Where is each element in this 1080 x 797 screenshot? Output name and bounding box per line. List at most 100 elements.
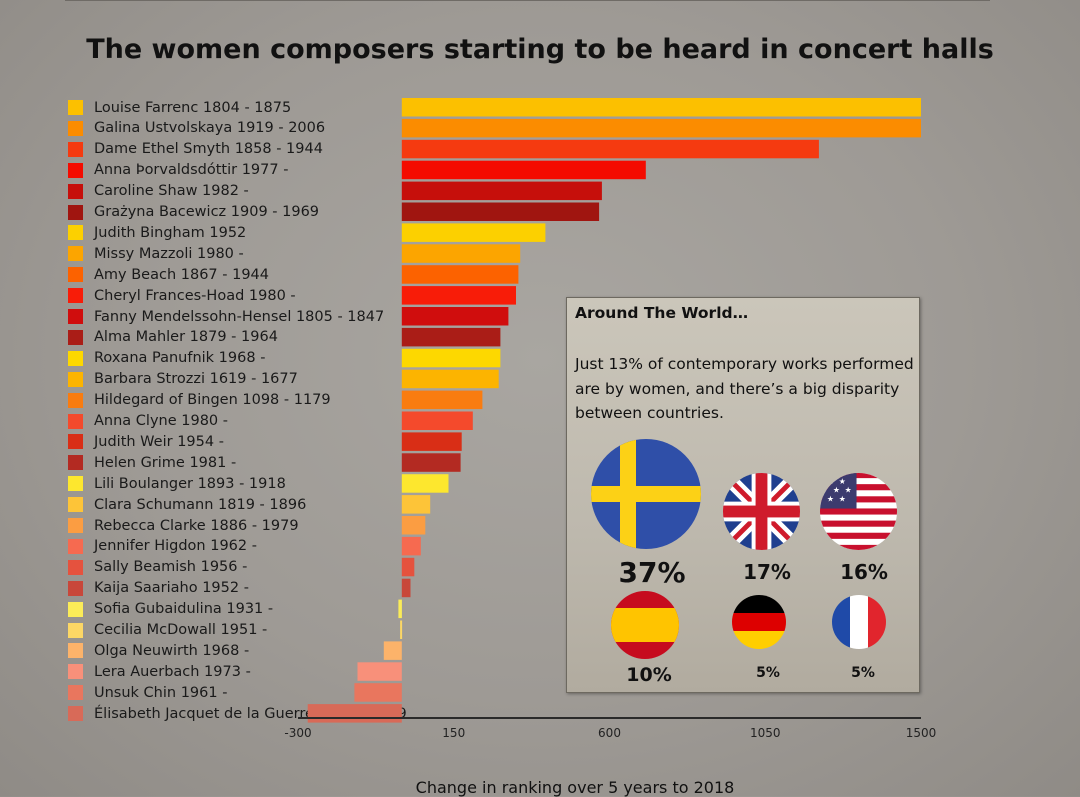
panel-title: Around The World… bbox=[575, 304, 749, 322]
legend-item: Jennifer Higdon 1962 - bbox=[68, 536, 257, 556]
legend-item: Lili Boulanger 1893 - 1918 bbox=[68, 474, 286, 494]
bar-0 bbox=[401, 98, 921, 117]
usa-value: 16% bbox=[840, 560, 888, 584]
legend-swatch bbox=[68, 204, 83, 220]
spain-flag-icon bbox=[610, 590, 680, 664]
legend-label: Rebecca Clarke 1886 - 1979 bbox=[94, 517, 299, 534]
bar-18 bbox=[401, 474, 449, 493]
legend-swatch bbox=[68, 329, 83, 345]
legend-swatch bbox=[68, 141, 83, 157]
legend-swatch bbox=[68, 643, 83, 659]
bar-22 bbox=[401, 557, 415, 577]
legend-label: Kaija Saariaho 1952 - bbox=[94, 580, 249, 597]
x-tick-label: -300 bbox=[284, 726, 312, 740]
legend-swatch bbox=[68, 664, 83, 680]
germany-flag-icon bbox=[731, 594, 787, 654]
spain-value: 10% bbox=[626, 664, 672, 686]
legend-swatch bbox=[68, 371, 83, 387]
france-flag-icon bbox=[831, 594, 887, 654]
bar-7 bbox=[401, 244, 521, 263]
legend-item: Anna Clyne 1980 - bbox=[68, 411, 228, 431]
bar-25 bbox=[400, 620, 403, 639]
legend-item: Cheryl Frances-Hoad 1980 - bbox=[68, 286, 296, 306]
legend-swatch bbox=[68, 246, 83, 262]
bar-24 bbox=[398, 599, 402, 619]
sweden-value: 37% bbox=[618, 556, 686, 589]
svg-text:★: ★ bbox=[833, 486, 840, 495]
legend-swatch bbox=[68, 225, 83, 241]
legend-label: Cheryl Frances-Hoad 1980 - bbox=[94, 287, 296, 304]
svg-text:★: ★ bbox=[827, 495, 834, 504]
bar-12 bbox=[401, 348, 501, 368]
legend-label: Dame Ethel Smyth 1858 - 1944 bbox=[94, 141, 323, 158]
france-value: 5% bbox=[851, 665, 875, 681]
sweden-flag-icon bbox=[590, 438, 702, 554]
svg-text:★: ★ bbox=[845, 486, 852, 495]
legend-label: Amy Beach 1867 - 1944 bbox=[94, 266, 270, 283]
legend-label: Unsuk Chin 1961 - bbox=[94, 684, 228, 701]
legend-swatch bbox=[68, 120, 83, 136]
legend-label: Sally Beamish 1956 - bbox=[94, 559, 248, 576]
legend-item: Alma Mahler 1879 - 1964 bbox=[68, 327, 278, 347]
legend-label: Missy Mazzoli 1980 - bbox=[94, 245, 244, 262]
bar-28 bbox=[354, 683, 402, 702]
x-tick-label: 150 bbox=[442, 726, 466, 740]
legend-item: Fanny Mendelssohn-Hensel 1805 - 1847 bbox=[68, 307, 384, 327]
legend-item: Cecilia McDowall 1951 - bbox=[68, 620, 267, 640]
legend-label: Anna Clyne 1980 - bbox=[94, 413, 228, 429]
legend-swatch bbox=[68, 685, 83, 701]
bar-13 bbox=[401, 369, 499, 389]
legend-label: Grażyna Bacewicz 1909 - 1969 bbox=[94, 204, 320, 220]
legend-swatch bbox=[68, 434, 83, 450]
legend-swatch bbox=[68, 622, 83, 638]
bar-21 bbox=[401, 536, 421, 556]
legend-item: Hildegard of Bingen 1098 - 1179 bbox=[68, 390, 331, 410]
legend-item: Caroline Shaw 1982 - bbox=[68, 181, 249, 201]
chart-title: The women composers starting to be heard… bbox=[86, 34, 994, 65]
bar-26 bbox=[383, 641, 402, 660]
legend-label: Anna Þorvaldsdóttir 1977 - bbox=[94, 162, 289, 179]
bar-8 bbox=[401, 265, 519, 284]
bar-20 bbox=[401, 516, 426, 535]
legend-label: Hildegard of Bingen 1098 - 1179 bbox=[94, 392, 331, 409]
bar-17 bbox=[401, 453, 461, 472]
svg-text:★: ★ bbox=[839, 495, 846, 504]
legend-swatch bbox=[68, 350, 83, 366]
legend-item: Dame Ethel Smyth 1858 - 1944 bbox=[68, 139, 323, 159]
legend-item: Barbara Strozzi 1619 - 1677 bbox=[68, 369, 298, 389]
legend-item: Olga Neuwirth 1968 - bbox=[68, 641, 249, 661]
legend-label: Lili Boulanger 1893 - 1918 bbox=[94, 475, 286, 492]
legend-item: Kaija Saariaho 1952 - bbox=[68, 578, 249, 598]
legend-label: Lera Auerbach 1973 - bbox=[94, 663, 251, 680]
around-the-world-panel: Around The World… Just 13% of contempora… bbox=[566, 297, 920, 693]
legend-swatch bbox=[68, 518, 83, 533]
legend-label: Caroline Shaw 1982 - bbox=[94, 183, 249, 200]
legend-swatch bbox=[68, 559, 83, 575]
legend-label: Louise Farrenc 1804 - 1875 bbox=[94, 99, 292, 116]
x-axis-label: Change in ranking over 5 years to 2018 bbox=[415, 778, 735, 797]
legend-swatch bbox=[68, 309, 83, 324]
legend-item: Lera Auerbach 1973 - bbox=[68, 662, 251, 682]
legend-label: Judith Weir 1954 - bbox=[94, 433, 224, 450]
bar-9 bbox=[401, 286, 516, 305]
legend-swatch bbox=[68, 476, 83, 492]
x-tick-label: 1050 bbox=[749, 726, 781, 740]
bar-5 bbox=[401, 202, 600, 221]
legend-item: Roxana Panufnik 1968 - bbox=[68, 348, 265, 368]
usa-flag-icon: ★ ★ ★ ★ ★ ★ bbox=[819, 472, 898, 555]
legend-label: Jennifer Higdon 1962 - bbox=[94, 538, 257, 555]
bar-11 bbox=[401, 327, 501, 347]
bar-14 bbox=[401, 390, 483, 410]
legend-swatch bbox=[68, 267, 83, 283]
legend-item: Sally Beamish 1956 - bbox=[68, 557, 247, 577]
germany-value: 5% bbox=[756, 665, 780, 681]
legend-item: Rebecca Clarke 1886 - 1979 bbox=[68, 516, 299, 536]
bar-4 bbox=[401, 181, 602, 201]
legend-swatch bbox=[68, 413, 83, 429]
legend-swatch bbox=[68, 601, 83, 617]
legend-item: Galina Ustvolskaya 1919 - 2006 bbox=[68, 118, 325, 138]
legend-swatch bbox=[68, 455, 83, 471]
legend-label: Sofia Gubaidulina 1931 - bbox=[94, 601, 274, 618]
legend-item: Unsuk Chin 1961 - bbox=[68, 683, 227, 703]
